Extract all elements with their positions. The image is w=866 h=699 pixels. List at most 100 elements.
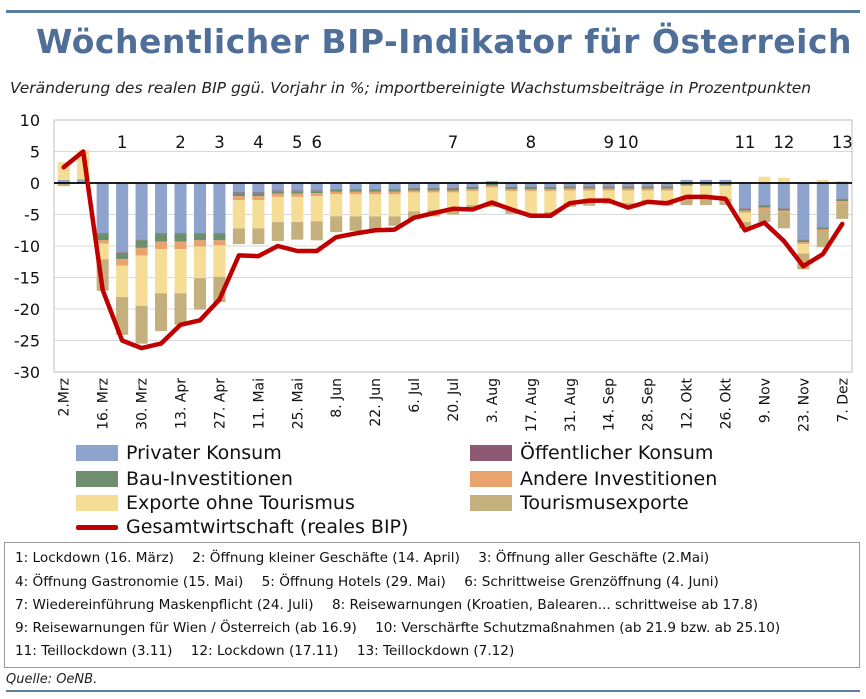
bar-segment-bau (758, 205, 771, 208)
bar-segment-tourismus (485, 203, 498, 207)
bar-segment-bau (408, 188, 421, 191)
bar-segment-andere (155, 241, 168, 250)
bar-segment-privater_konsum (583, 183, 596, 187)
bar-segment-bau (466, 187, 479, 190)
legend-item-gesamt: Gesamtwirtschaft (reales BIP) (76, 516, 408, 538)
bar-segment-oeffentlicher_konsum (836, 198, 849, 200)
bar-segment-oeffentlicher_konsum (583, 186, 596, 187)
bar-segment-tourismus (408, 211, 421, 219)
x-tick-label: 23. Nov (796, 378, 812, 432)
bar-segment-andere (232, 196, 245, 201)
x-tick-label: 2.Mrz (57, 378, 73, 417)
bar-segment-tourismus (680, 198, 693, 206)
note-item: 1: Lockdown (16. März) (15, 550, 174, 566)
notes-row: 1: Lockdown (16. März) 2: Öffnung kleine… (15, 550, 723, 566)
legend-label-privater-konsum: Privater Konsum (126, 442, 282, 464)
bar-segment-privater_konsum (836, 183, 849, 199)
bar-segment-oeffentlicher_konsum (252, 192, 265, 194)
bar-segment-bau (719, 183, 732, 185)
bar-segment-exporte (758, 176, 771, 183)
bar-segment-exporte (777, 177, 790, 183)
bar-segment-exporte (797, 244, 810, 254)
bar-segment-bau (155, 234, 168, 242)
bar-segment-privater_konsum (213, 183, 226, 234)
bar-segment-andere (622, 188, 635, 191)
legend-swatch-tourismus (470, 495, 512, 511)
y-tick-label: -25 (14, 332, 40, 351)
bar-segment-privater_konsum (271, 183, 284, 191)
bar-segment-andere (738, 210, 751, 213)
bar-segment-andere (193, 240, 207, 247)
bar-segment-tourismus (369, 216, 382, 229)
bar-segment-privater_konsum (57, 179, 70, 183)
bar-segment-tourismus (622, 203, 635, 207)
bar-segment-bau (563, 186, 576, 189)
bar-segment-tourismus (777, 212, 790, 229)
y-tick-label: -10 (14, 237, 40, 256)
bar-segment-exporte (719, 186, 732, 199)
bar-segment-andere (719, 184, 732, 187)
bar-segment-privater_konsum (155, 183, 168, 234)
bar-segment-oeffentlicher_konsum (505, 186, 518, 188)
legend-item-privater-konsum: Privater Konsum (76, 442, 282, 464)
bar-segment-privater_konsum (622, 183, 635, 187)
bar-segment-andere (174, 241, 187, 250)
bar-segment-oeffentlicher_konsum (232, 192, 245, 194)
x-tick-label: 27. Apr (212, 378, 228, 429)
notes-row: 4: Öffnung Gastronomie (15. Mai) 5: Öffn… (15, 574, 733, 590)
bar-segment-tourismus (758, 209, 771, 223)
bar-segment-bau (116, 252, 129, 260)
note-item: 3: Öffnung aller Geschäfte (2.Mai) (478, 550, 710, 566)
x-tick-label: 17. Aug (524, 378, 540, 432)
bar-segment-bau (777, 208, 790, 211)
bar-segment-tourismus (505, 210, 518, 214)
bar-segment-andere (836, 201, 849, 204)
bar-segment-oeffentlicher_konsum (388, 189, 401, 190)
x-tick-label: 13. Apr (174, 378, 190, 429)
bar-segment-privater_konsum (505, 183, 518, 187)
bar-segment-tourismus (699, 198, 713, 206)
event-marker-label: 10 (618, 133, 639, 152)
bar-segment-exporte (446, 192, 460, 209)
bar-segment-privater_konsum (310, 183, 323, 191)
bar-segment-oeffentlicher_konsum (135, 239, 148, 241)
x-tick-label: 28. Sep (641, 378, 657, 431)
bar-segment-andere (291, 193, 304, 197)
legend-label-andere: Andere Investitionen (520, 468, 718, 490)
bar-segment-oeffentlicher_konsum (96, 233, 109, 235)
bar-segment-exporte (291, 196, 304, 223)
bar-segment-bau (291, 191, 304, 194)
bar-segment-privater_konsum (388, 183, 401, 190)
bar-segment-tourismus (388, 216, 401, 226)
chart-subtitle: Veränderung des realen BIP ggü. Vorjahr … (10, 79, 812, 97)
bar-segment-oeffentlicher_konsum (427, 188, 440, 189)
bar-segment-bau (193, 234, 207, 241)
bar-segment-andere (524, 189, 537, 192)
bar-segment-bau (505, 187, 518, 190)
x-tick-label: 31. Aug (563, 378, 579, 432)
bar-segment-privater_konsum (641, 183, 654, 187)
bar-segment-tourismus (816, 231, 829, 248)
notes-row: 9: Reisewarnungen für Wien / Österreich … (15, 620, 794, 636)
note-item: 13: Teillockdown (7.12) (356, 643, 515, 659)
bar-segment-tourismus (174, 293, 187, 325)
bar-segment-bau (836, 199, 849, 202)
bar-segment-privater_konsum (135, 183, 148, 240)
bar-segment-andere (427, 190, 440, 193)
bar-segment-privater_konsum (116, 183, 129, 253)
legend-label-oeffentlicher-konsum: Öffentlicher Konsum (520, 442, 714, 464)
bar-segment-andere (758, 207, 771, 210)
event-marker-label: 9 (603, 133, 614, 152)
x-tick-label: 9. Nov (757, 378, 773, 423)
note-item: 11: Teillockdown (3.11) (15, 643, 173, 659)
bar-segment-tourismus (135, 305, 148, 344)
bar-segment-oeffentlicher_konsum (193, 233, 207, 235)
bar-segment-privater_konsum (680, 179, 693, 183)
legend-item-oeffentlicher-konsum: Öffentlicher Konsum (470, 442, 713, 464)
y-tick-label: -15 (14, 269, 40, 288)
note-item: 5: Öffnung Hotels (29. Mai) (261, 574, 446, 590)
event-marker-label: 7 (448, 133, 459, 152)
bar-segment-privater_konsum (738, 183, 751, 209)
bar-segment-bau (485, 183, 498, 186)
bar-segment-tourismus (738, 222, 751, 229)
